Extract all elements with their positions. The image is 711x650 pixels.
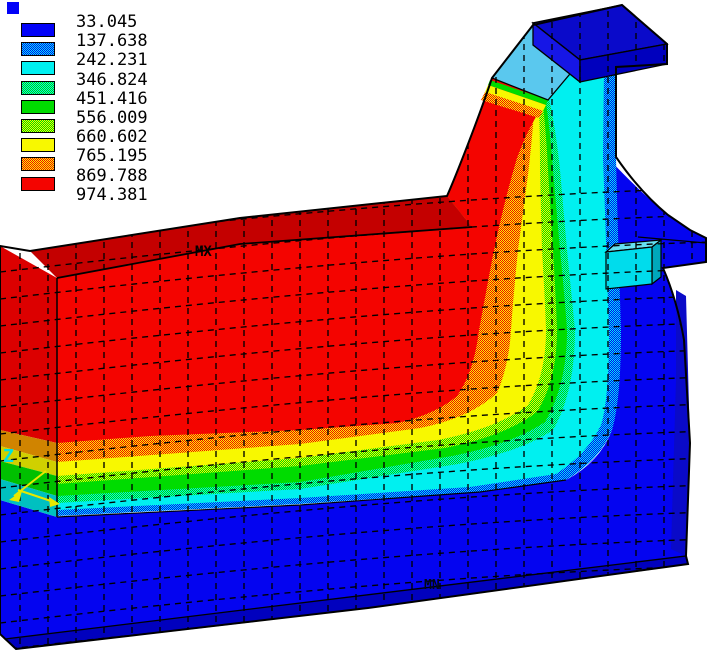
mesh-line [0,376,706,435]
mesh-line [0,268,706,327]
triad-arrow-x [13,470,47,497]
shoulder-strip-green [488,80,548,105]
triad-arrow-x-head [9,491,22,502]
mesh-line [0,511,706,570]
legend-value-label: 974.381 [76,184,148,205]
legend-swatch-yellow-red [21,157,55,172]
triad-arrow-y [17,489,55,503]
legend-swatch-yellow [21,138,55,153]
mesh-line [0,295,706,354]
legend-value-label: 451.416 [76,88,148,109]
legend-value-label: 765.195 [76,146,148,167]
shoulder-strip-yellow [485,85,546,111]
mesh-line [0,349,706,408]
legend-min-square [7,2,19,14]
legend-value-label: 346.824 [76,69,148,90]
max-marker-label: MX [195,244,212,260]
mold-body [0,160,706,639]
legend-value-label: 869.788 [76,165,148,186]
model-edges [0,3,707,650]
legend-value-label: 137.638 [76,31,148,52]
contour-legend: 33.045 137.638 242.231 346.824 451.416 556.00… [0,0,170,215]
shoulder-strip-orange [481,92,543,118]
legend-swatch-green [21,99,55,114]
mesh-line [0,241,706,300]
mesh-line [0,322,706,381]
block-left-face-green [0,461,57,496]
legend-value-label: 242.231 [76,50,148,71]
block-left-face-orange [0,430,57,462]
legend-swatch-blue-cyan [21,42,55,57]
legend-value-label: 660.602 [76,127,148,148]
mesh-line [0,565,706,624]
mesh-line [0,457,706,516]
legend-swatch-blue [21,23,55,37]
mesh-line [0,538,706,597]
mesh-line [0,430,706,489]
contour-band-red [57,78,548,443]
block-left-face-red [0,246,57,443]
legend-swatch-green-yellow [21,119,55,133]
insert-box-side-face [651,238,662,286]
legend-swatch-red [21,176,55,191]
block-left-face-cyan [0,479,57,517]
min-marker-label: MN [424,578,440,593]
mesh-line [0,484,706,543]
legend-value-label: 556.009 [76,108,148,128]
legend-swatch-cyan-green [21,80,55,95]
block-top-face [30,196,472,278]
legend-value-label: 33.045 [76,12,138,32]
coordinate-triad: Z [3,446,60,507]
mesh-line [0,403,706,462]
legend-swatch-cyan [21,61,55,76]
block-left-face-yellow [0,446,57,476]
mesh-line [0,214,706,273]
triad-z-label: Z [3,446,14,467]
triad-arrow-y-head [49,497,60,507]
insert-box-front-face [605,246,653,290]
